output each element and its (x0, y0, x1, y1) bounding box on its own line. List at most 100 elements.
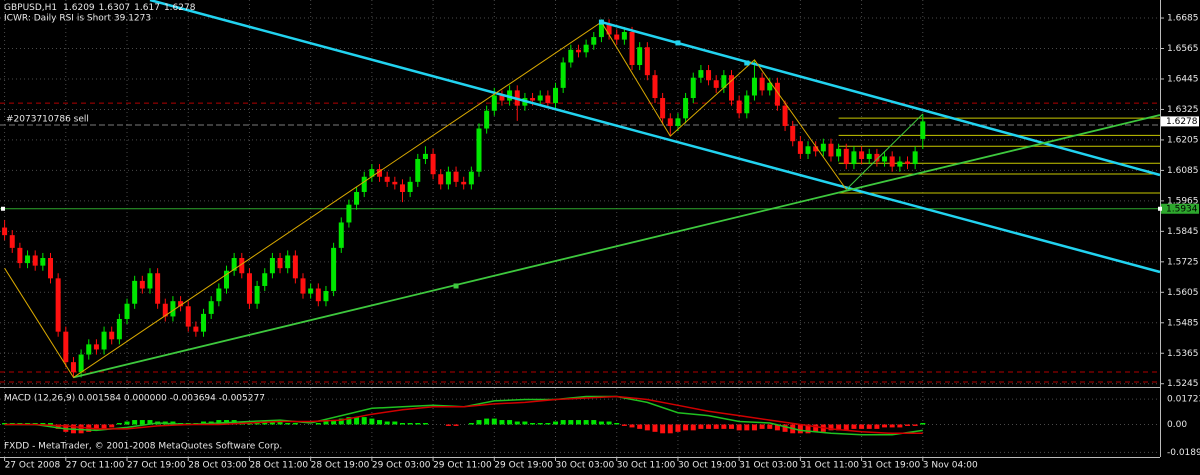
histogram-bar (545, 423, 551, 425)
line-handle (1158, 206, 1162, 211)
candle-body (422, 153, 428, 159)
histogram-bar (675, 424, 681, 432)
histogram-bar (17, 423, 23, 425)
histogram-bar (782, 424, 788, 432)
x-tick-label: 28 Oct 03:00 (188, 461, 247, 471)
histogram-bar (843, 424, 849, 431)
candle-body (530, 98, 536, 101)
candle-body (32, 255, 38, 266)
x-tick-label: 28 Oct 19:00 (311, 461, 370, 471)
candle-body (354, 191, 360, 205)
candle-body (912, 151, 918, 165)
candle-body (323, 291, 329, 302)
histogram-bar (920, 423, 926, 425)
y-tick-label: 1.5605 (1167, 288, 1199, 298)
candle-body (897, 161, 903, 167)
candle-body (759, 77, 765, 91)
x-tick-label: 31 Oct 11:00 (800, 461, 859, 471)
x-tick-label: 30 Oct 11:00 (617, 461, 676, 471)
y-tick-label: 0.01723 (1167, 395, 1200, 405)
histogram-bar (384, 421, 390, 425)
candle-body (652, 75, 658, 99)
candle-body (93, 344, 99, 350)
price-box (1161, 116, 1199, 127)
histogram-bar (644, 424, 650, 431)
x-tick-label: 29 Oct 19:00 (494, 461, 553, 471)
histogram-bar (759, 424, 765, 429)
histogram-bar (40, 423, 46, 425)
indicator-line (4, 395, 923, 435)
histogram-bar (415, 423, 421, 425)
candle-body (606, 24, 612, 35)
candle-body (246, 273, 252, 304)
candle-body (461, 181, 467, 185)
y-tick-label: 1.5725 (1167, 257, 1199, 267)
x-tick-label: 31 Oct 19:00 (862, 461, 921, 471)
x-tick-label: 30 Oct 03:00 (556, 461, 615, 471)
histogram-bar (836, 424, 842, 431)
candle-body (292, 255, 298, 279)
candle-body (139, 280, 145, 289)
histogram-bar (48, 423, 54, 425)
candle-body (637, 47, 643, 66)
candle-body (231, 258, 237, 271)
candle-body (254, 285, 260, 304)
y-tick-label: 1.6565 (1167, 44, 1199, 54)
candle-body (407, 181, 413, 192)
histogram-bar (514, 421, 520, 425)
trend-line (149, 0, 1161, 274)
histogram-bar (132, 420, 138, 425)
histogram-bar (369, 418, 375, 425)
candle-body (706, 70, 712, 81)
candle-body (644, 47, 650, 76)
histogram-bar (93, 424, 99, 431)
histogram-bar (797, 424, 803, 434)
histogram-bar (101, 424, 107, 429)
candle-body (629, 31, 635, 66)
candle-body (813, 146, 819, 152)
histogram-bar (568, 420, 574, 425)
histogram-bar (560, 420, 566, 425)
y-tick-label: -0.01894 (1167, 448, 1200, 458)
histogram-bar (323, 421, 329, 425)
histogram-bar (285, 423, 291, 425)
chart-header: GBPUSD,H1 1.6209 1.6307 1.617 1.6278 (4, 3, 196, 13)
trend-line (601, 20, 1161, 177)
candle-body (820, 143, 826, 152)
candle-body (445, 171, 451, 185)
histogram-bar (277, 421, 283, 425)
candle-body (2, 227, 8, 236)
histogram-bar (468, 423, 474, 425)
histogram-bar (124, 421, 130, 425)
candle-body (40, 258, 46, 266)
candle-body (369, 169, 375, 177)
histogram-bar (476, 420, 482, 425)
candle-body (285, 255, 291, 269)
histogram-bar (392, 421, 398, 425)
candle-body (713, 80, 719, 88)
candle-body (331, 247, 337, 292)
histogram-bar (422, 423, 428, 425)
candle-body (101, 331, 107, 350)
histogram-bar (813, 424, 819, 432)
candle-body (751, 77, 757, 96)
histogram-bar (147, 420, 153, 425)
histogram-bar (25, 423, 31, 425)
histogram-bar (621, 424, 627, 426)
candle-body (660, 98, 666, 119)
candle-body (690, 77, 696, 99)
candle-body (193, 326, 199, 332)
histogram-bar (78, 424, 84, 434)
histogram-bar (522, 421, 528, 425)
histogram-bar (9, 423, 15, 425)
histogram-bar (866, 424, 872, 429)
histogram-bar (828, 424, 834, 431)
line-handle (1, 206, 5, 211)
candle-body (377, 169, 383, 177)
histogram-bar (889, 424, 895, 428)
histogram-bar (706, 424, 712, 429)
histogram-bar (507, 420, 513, 425)
